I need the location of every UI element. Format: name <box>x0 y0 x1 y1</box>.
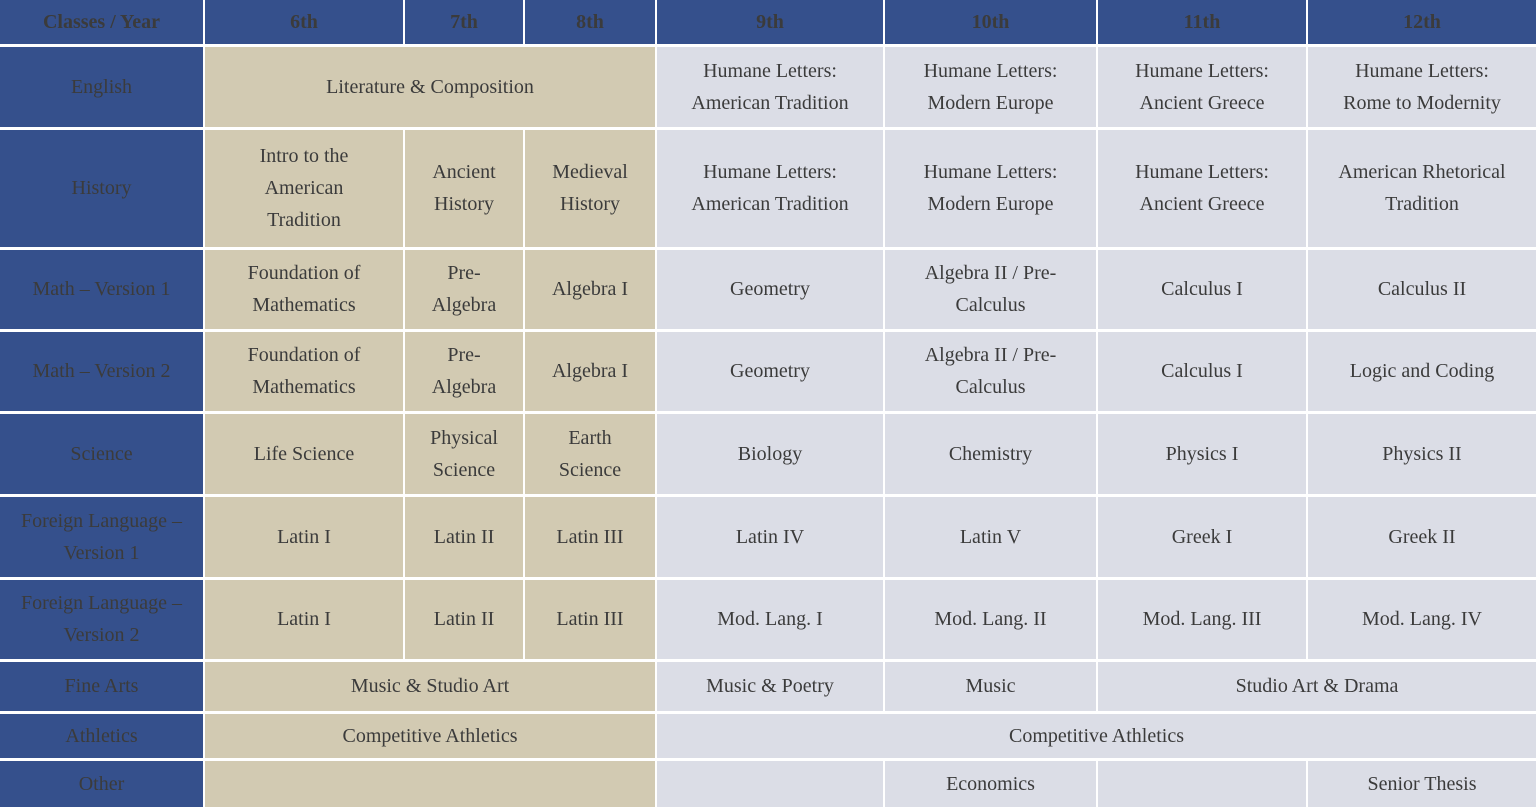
cell-science-12th: Physics II <box>1306 410 1536 497</box>
cell-science-8th: Earth Science <box>523 410 657 497</box>
table-row-foreign-language-v2: Foreign Language – Version 2 Latin I Latin… <box>0 576 1536 662</box>
cell-science-9th: Biology <box>655 410 885 497</box>
cell-science-10th: Chemistry <box>883 410 1098 497</box>
cell-athletics-6th-span3: Competitive Athletics <box>203 710 657 761</box>
cell-math-v2-10th: Algebra II / Pre- Calculus <box>883 328 1098 414</box>
cell-history-12th: American Rhetorical Tradition <box>1306 126 1536 250</box>
cell-math-v2-8th: Algebra I <box>523 328 657 414</box>
header-row: Classes / Year 6th 7th 8th 9th 10th 11th… <box>0 0 1536 47</box>
header-cell-10th: 10th <box>883 0 1098 47</box>
cell-foreign-language-v2-6th: Latin I <box>203 576 405 662</box>
cell-other-9th <box>655 757 885 807</box>
table-row-english: English Literature & Composition Humane Le… <box>0 43 1536 130</box>
cell-foreign-language-v2-10th: Mod. Lang. II <box>883 576 1098 662</box>
table-row-other: Other Economics Senior Thesis <box>0 757 1536 807</box>
cell-math-v1-8th: Algebra I <box>523 246 657 332</box>
header-cell-12th: 12th <box>1306 0 1536 47</box>
row-header-science: Science <box>0 410 205 497</box>
cell-other-10th: Economics <box>883 757 1098 807</box>
cell-other-11th <box>1096 757 1308 807</box>
row-header-athletics: Athletics <box>0 710 205 761</box>
cell-english-11th: Humane Letters: Ancient Greece <box>1096 43 1308 130</box>
cell-history-7th: Ancient History <box>403 126 525 250</box>
cell-foreign-language-v1-10th: Latin V <box>883 493 1098 580</box>
cell-fine-arts-9th: Music & Poetry <box>655 658 885 714</box>
header-cell-7th: 7th <box>403 0 525 47</box>
cell-math-v2-12th: Logic and Coding <box>1306 328 1536 414</box>
cell-english-12th: Humane Letters: Rome to Modernity <box>1306 43 1536 130</box>
cell-foreign-language-v2-7th: Latin II <box>403 576 525 662</box>
row-header-foreign-language-v1: Foreign Language – Version 1 <box>0 493 205 580</box>
header-cell-9th: 9th <box>655 0 885 47</box>
cell-history-11th: Humane Letters: Ancient Greece <box>1096 126 1308 250</box>
cell-math-v2-6th: Foundation of Mathematics <box>203 328 405 414</box>
cell-foreign-language-v2-8th: Latin III <box>523 576 657 662</box>
cell-history-6th: Intro to the American Tradition <box>203 126 405 250</box>
cell-science-11th: Physics I <box>1096 410 1308 497</box>
cell-math-v1-7th: Pre- Algebra <box>403 246 525 332</box>
cell-foreign-language-v1-9th: Latin IV <box>655 493 885 580</box>
table-row-science: Science Life Science Physical Science Earth… <box>0 410 1536 497</box>
row-header-history: History <box>0 126 205 250</box>
cell-math-v2-11th: Calculus I <box>1096 328 1308 414</box>
header-cell-11th: 11th <box>1096 0 1308 47</box>
cell-science-7th: Physical Science <box>403 410 525 497</box>
row-header-foreign-language-v2: Foreign Language – Version 2 <box>0 576 205 662</box>
table-row-math-v2: Math – Version 2 Foundation of Mathematic… <box>0 328 1536 414</box>
cell-science-6th: Life Science <box>203 410 405 497</box>
cell-foreign-language-v1-7th: Latin II <box>403 493 525 580</box>
cell-english-6th-span3: Literature & Composition <box>203 43 657 130</box>
cell-fine-arts-11th-span2: Studio Art & Drama <box>1096 658 1536 714</box>
header-cell-6th: 6th <box>203 0 405 47</box>
row-header-other: Other <box>0 757 205 807</box>
curriculum-table-body: English Literature & Composition Humane Le… <box>0 43 1536 807</box>
cell-other-6th-span3 <box>203 757 657 807</box>
cell-history-9th: Humane Letters: American Tradition <box>655 126 885 250</box>
cell-other-12th: Senior Thesis <box>1306 757 1536 807</box>
cell-fine-arts-6th-span3: Music & Studio Art <box>203 658 657 714</box>
cell-foreign-language-v1-8th: Latin III <box>523 493 657 580</box>
table-row-math-v1: Math – Version 1 Foundation of Mathematic… <box>0 246 1536 332</box>
cell-english-10th: Humane Letters: Modern Europe <box>883 43 1098 130</box>
cell-math-v1-12th: Calculus II <box>1306 246 1536 332</box>
table-row-foreign-language-v1: Foreign Language – Version 1 Latin I Latin… <box>0 493 1536 580</box>
row-header-fine-arts: Fine Arts <box>0 658 205 714</box>
cell-foreign-language-v2-9th: Mod. Lang. I <box>655 576 885 662</box>
table-row-athletics: Athletics Competitive Athletics Competitiv… <box>0 710 1536 761</box>
row-header-math-v2: Math – Version 2 <box>0 328 205 414</box>
cell-foreign-language-v1-6th: Latin I <box>203 493 405 580</box>
cell-athletics-9th-span4: Competitive Athletics <box>655 710 1536 761</box>
table-row-fine-arts: Fine Arts Music & Studio Art Music & Poetr… <box>0 658 1536 714</box>
row-header-english: English <box>0 43 205 130</box>
table-row-history: History Intro to the American Tradition An… <box>0 126 1536 250</box>
cell-english-9th: Humane Letters: American Tradition <box>655 43 885 130</box>
cell-math-v2-7th: Pre- Algebra <box>403 328 525 414</box>
cell-foreign-language-v1-11th: Greek I <box>1096 493 1308 580</box>
cell-history-8th: Medieval History <box>523 126 657 250</box>
cell-math-v1-9th: Geometry <box>655 246 885 332</box>
header-cell-8th: 8th <box>523 0 657 47</box>
row-header-math-v1: Math – Version 1 <box>0 246 205 332</box>
cell-math-v1-11th: Calculus I <box>1096 246 1308 332</box>
cell-math-v1-10th: Algebra II / Pre- Calculus <box>883 246 1098 332</box>
cell-foreign-language-v1-12th: Greek II <box>1306 493 1536 580</box>
cell-foreign-language-v2-11th: Mod. Lang. III <box>1096 576 1308 662</box>
cell-history-10th: Humane Letters: Modern Europe <box>883 126 1098 250</box>
cell-foreign-language-v2-12th: Mod. Lang. IV <box>1306 576 1536 662</box>
header-cell-classes-year: Classes / Year <box>0 0 205 47</box>
cell-fine-arts-10th: Music <box>883 658 1098 714</box>
cell-math-v2-9th: Geometry <box>655 328 885 414</box>
cell-math-v1-6th: Foundation of Mathematics <box>203 246 405 332</box>
